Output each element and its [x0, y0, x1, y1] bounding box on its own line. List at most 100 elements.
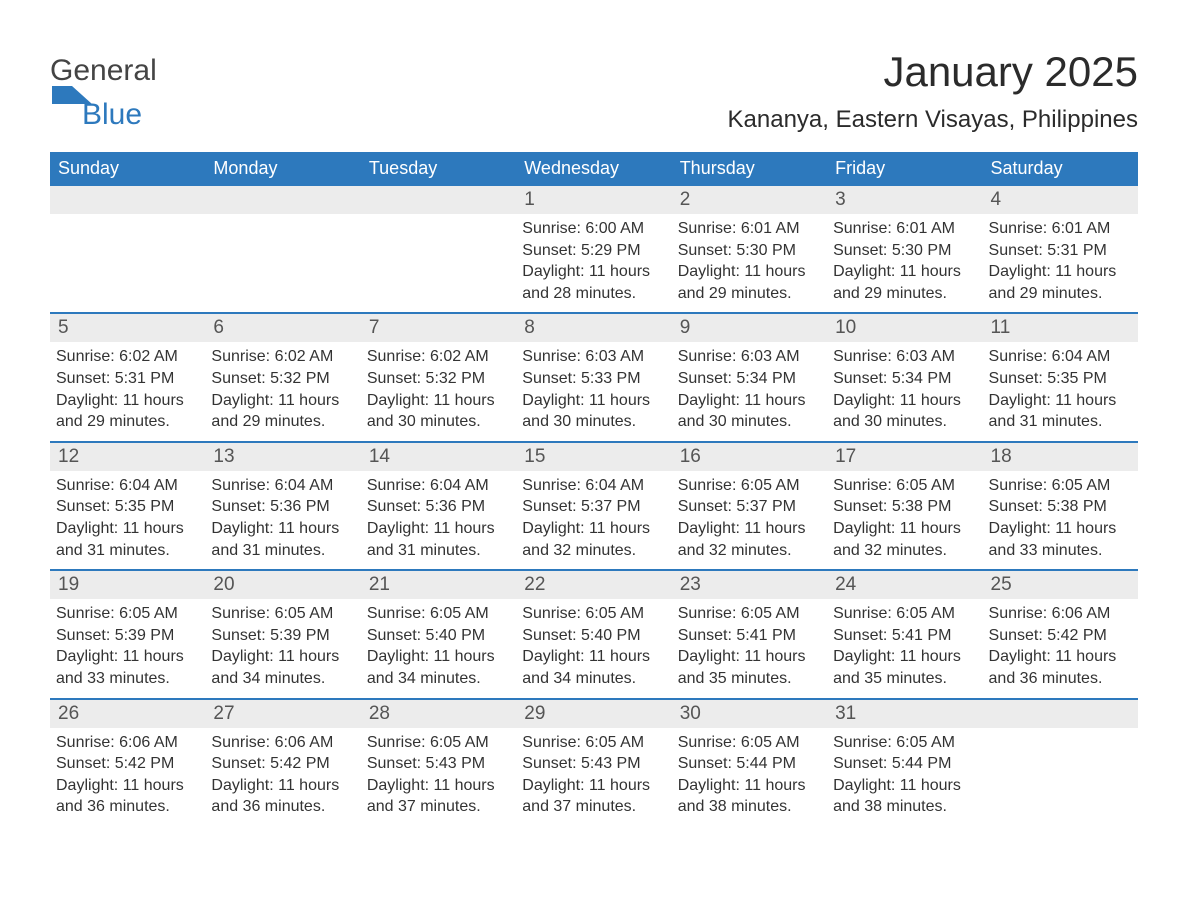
calendar-day: 4Sunrise: 6:01 AMSunset: 5:31 PMDaylight…	[983, 186, 1138, 312]
calendar-day: 11Sunrise: 6:04 AMSunset: 5:35 PMDayligh…	[983, 314, 1138, 440]
calendar-week: 5Sunrise: 6:02 AMSunset: 5:31 PMDaylight…	[50, 312, 1138, 440]
sunset-text: Sunset: 5:32 PM	[211, 368, 354, 390]
calendar-day: 3Sunrise: 6:01 AMSunset: 5:30 PMDaylight…	[827, 186, 982, 312]
calendar-day: 26Sunrise: 6:06 AMSunset: 5:42 PMDayligh…	[50, 700, 205, 826]
sunrise-text: Sunrise: 6:04 AM	[56, 475, 199, 497]
daylight-text: Daylight: 11 hours and 28 minutes.	[522, 261, 665, 304]
day-details: Sunrise: 6:05 AMSunset: 5:41 PMDaylight:…	[833, 599, 976, 689]
calendar-day: 14 Sunrise: 6:04 AMSunset: 5:36 PMDayligh…	[361, 443, 516, 569]
day-details: Sunrise: 6:05 AMSunset: 5:39 PMDaylight:…	[56, 599, 199, 689]
sunset-text: Sunset: 5:30 PM	[833, 240, 976, 262]
day-number	[983, 700, 1138, 728]
sunrise-text: Sunrise: 6:01 AM	[989, 218, 1132, 240]
calendar-week: 12Sunrise: 6:04 AMSunset: 5:35 PMDayligh…	[50, 441, 1138, 569]
calendar-day: 24Sunrise: 6:05 AMSunset: 5:41 PMDayligh…	[827, 571, 982, 697]
day-details: Sunrise: 6:00 AMSunset: 5:29 PMDaylight:…	[522, 214, 665, 304]
day-number	[205, 186, 360, 214]
day-number: 20	[205, 571, 360, 599]
day-number: 6	[205, 314, 360, 342]
calendar-day-empty	[361, 186, 516, 312]
calendar-week: 26Sunrise: 6:06 AMSunset: 5:42 PMDayligh…	[50, 698, 1138, 826]
daylight-text: Daylight: 11 hours and 34 minutes.	[367, 646, 510, 689]
daylight-text: Daylight: 11 hours and 37 minutes.	[367, 775, 510, 818]
calendar-day: 30Sunrise: 6:05 AMSunset: 5:44 PMDayligh…	[672, 700, 827, 826]
flag-icon	[52, 86, 92, 104]
calendar-day: 16Sunrise: 6:05 AMSunset: 5:37 PMDayligh…	[672, 443, 827, 569]
calendar-day: 15Sunrise: 6:04 AMSunset: 5:37 PMDayligh…	[516, 443, 671, 569]
daylight-text: Daylight: 11 hours and 30 minutes.	[522, 390, 665, 433]
sunset-text: Sunset: 5:38 PM	[833, 496, 976, 518]
day-number: 16	[672, 443, 827, 471]
sunrise-text: Sunrise: 6:04 AM	[367, 475, 510, 497]
day-details: Sunrise: 6:05 AMSunset: 5:40 PMDaylight:…	[522, 599, 665, 689]
day-number: 10	[827, 314, 982, 342]
sunrise-text: Sunrise: 6:05 AM	[833, 603, 976, 625]
calendar-page: General Blue January 2025 Kananya, Easte…	[0, 0, 1188, 918]
sunrise-text: Sunrise: 6:05 AM	[989, 475, 1132, 497]
day-number: 2	[672, 186, 827, 214]
sunrise-text: Sunrise: 6:05 AM	[211, 603, 354, 625]
location-subtitle: Kananya, Eastern Visayas, Philippines	[728, 106, 1138, 134]
daylight-text: Daylight: 11 hours and 31 minutes.	[56, 518, 199, 561]
day-number: 13	[205, 443, 360, 471]
weekday-header: Thursday	[672, 152, 827, 186]
sunset-text: Sunset: 5:36 PM	[367, 496, 510, 518]
daylight-text: Daylight: 11 hours and 34 minutes.	[211, 646, 354, 689]
brand-word-general: General	[50, 54, 157, 87]
day-number	[361, 186, 516, 214]
weekday-header: Saturday	[983, 152, 1138, 186]
sunrise-text: Sunrise: 6:01 AM	[678, 218, 821, 240]
sunset-text: Sunset: 5:43 PM	[367, 753, 510, 775]
sunset-text: Sunset: 5:31 PM	[989, 240, 1132, 262]
month-title: January 2025	[728, 48, 1138, 96]
day-details: Sunrise: 6:04 AMSunset: 5:37 PMDaylight:…	[522, 471, 665, 561]
calendar-day-empty	[50, 186, 205, 312]
daylight-text: Daylight: 11 hours and 31 minutes.	[367, 518, 510, 561]
day-number: 1	[516, 186, 671, 214]
calendar-day: 20Sunrise: 6:05 AMSunset: 5:39 PMDayligh…	[205, 571, 360, 697]
calendar-week: 1Sunrise: 6:00 AMSunset: 5:29 PMDaylight…	[50, 186, 1138, 312]
day-number: 14	[361, 443, 516, 471]
sunset-text: Sunset: 5:38 PM	[989, 496, 1132, 518]
sunset-text: Sunset: 5:36 PM	[211, 496, 354, 518]
day-number: 26	[50, 700, 205, 728]
daylight-text: Daylight: 11 hours and 32 minutes.	[522, 518, 665, 561]
day-number: 24	[827, 571, 982, 599]
daylight-text: Daylight: 11 hours and 38 minutes.	[833, 775, 976, 818]
calendar-day: 7Sunrise: 6:02 AMSunset: 5:32 PMDaylight…	[361, 314, 516, 440]
sunset-text: Sunset: 5:37 PM	[678, 496, 821, 518]
day-number: 27	[205, 700, 360, 728]
sunset-text: Sunset: 5:32 PM	[367, 368, 510, 390]
day-details: Sunrise: 6:05 AMSunset: 5:41 PMDaylight:…	[678, 599, 821, 689]
sunset-text: Sunset: 5:34 PM	[833, 368, 976, 390]
daylight-text: Daylight: 11 hours and 36 minutes.	[989, 646, 1132, 689]
day-number	[50, 186, 205, 214]
daylight-text: Daylight: 11 hours and 32 minutes.	[678, 518, 821, 561]
day-details: Sunrise: 6:03 AMSunset: 5:34 PMDaylight:…	[833, 342, 976, 432]
sunrise-text: Sunrise: 6:05 AM	[833, 732, 976, 754]
calendar-day-empty	[205, 186, 360, 312]
sunset-text: Sunset: 5:35 PM	[56, 496, 199, 518]
day-number: 30	[672, 700, 827, 728]
daylight-text: Daylight: 11 hours and 29 minutes.	[211, 390, 354, 433]
sunset-text: Sunset: 5:42 PM	[56, 753, 199, 775]
daylight-text: Daylight: 11 hours and 29 minutes.	[833, 261, 976, 304]
day-details: Sunrise: 6:05 AMSunset: 5:43 PMDaylight:…	[522, 728, 665, 818]
daylight-text: Daylight: 11 hours and 31 minutes.	[989, 390, 1132, 433]
sunset-text: Sunset: 5:30 PM	[678, 240, 821, 262]
sunrise-text: Sunrise: 6:05 AM	[522, 603, 665, 625]
day-number: 11	[983, 314, 1138, 342]
weekday-header-row: Sunday Monday Tuesday Wednesday Thursday…	[50, 152, 1138, 186]
weekday-header: Friday	[827, 152, 982, 186]
day-number: 7	[361, 314, 516, 342]
sunset-text: Sunset: 5:44 PM	[678, 753, 821, 775]
day-details: Sunrise: 6:05 AMSunset: 5:39 PMDaylight:…	[211, 599, 354, 689]
sunset-text: Sunset: 5:40 PM	[367, 625, 510, 647]
sunrise-text: Sunrise: 6:02 AM	[56, 346, 199, 368]
day-details: Sunrise: 6:04 AMSunset: 5:35 PMDaylight:…	[56, 471, 199, 561]
calendar-day: 17Sunrise: 6:05 AMSunset: 5:38 PMDayligh…	[827, 443, 982, 569]
sunrise-text: Sunrise: 6:00 AM	[522, 218, 665, 240]
daylight-text: Daylight: 11 hours and 30 minutes.	[678, 390, 821, 433]
sunrise-text: Sunrise: 6:03 AM	[833, 346, 976, 368]
day-details: Sunrise: 6:05 AMSunset: 5:40 PMDaylight:…	[367, 599, 510, 689]
